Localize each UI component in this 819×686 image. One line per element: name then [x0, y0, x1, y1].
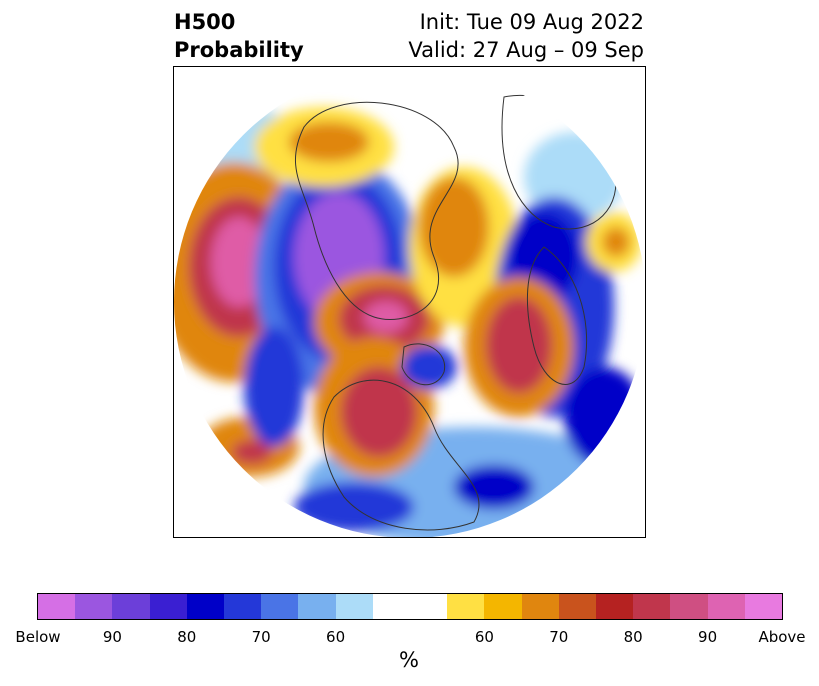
forecast-dates: Init: Tue 09 Aug 2022 Valid: 27 Aug – 09…: [408, 8, 644, 64]
colorbar-cell: [112, 594, 150, 619]
colorbar-cell: [75, 594, 113, 619]
colorbar-tick-label: Above: [758, 628, 806, 646]
colorbar-cell: [372, 594, 411, 619]
colorbar-tick-label: 80: [623, 628, 643, 646]
colorbar-cell: [224, 594, 262, 619]
colorbar-tick-label: 80: [177, 628, 197, 646]
colorbar-unit-label: %: [399, 648, 419, 672]
colorbar-tick-label: 70: [549, 628, 569, 646]
colorbar-cell: [670, 594, 708, 619]
colorbar-cell: [744, 594, 783, 619]
colorbar-cell: [410, 594, 448, 619]
colorbar-cell: [261, 594, 299, 619]
colorbar-tick-label: 90: [698, 628, 718, 646]
colorbar-cell: [298, 594, 336, 619]
valid-dates: Valid: 27 Aug – 09 Sep: [408, 38, 644, 62]
colorbar-cell: [633, 594, 671, 619]
colorbar-cell: [484, 594, 522, 619]
colorbar-cell: [38, 594, 76, 619]
colorbar-cell: [596, 594, 634, 619]
colorbar-tick-label: 90: [102, 628, 122, 646]
colorbar-cell: [558, 594, 597, 619]
colorbar: [37, 593, 783, 620]
colorbar-tick-label: 60: [474, 628, 494, 646]
probability-field: [174, 67, 645, 537]
colorbar-cell: [335, 594, 373, 619]
probability-map: [173, 66, 646, 538]
map-svg: [174, 67, 645, 537]
colorbar-tick-label: 70: [251, 628, 271, 646]
colorbar-cell: [707, 594, 745, 619]
title-line-2: Probability: [174, 38, 304, 62]
colorbar-cell: [186, 594, 225, 619]
colorbar-cell: [447, 594, 485, 619]
colorbar-cell: [521, 594, 559, 619]
title-line-1: H500: [174, 10, 236, 34]
colorbar-tick-label: 60: [326, 628, 346, 646]
colorbar-tick-label: Below: [15, 628, 61, 646]
map-title: H500 Probability: [174, 8, 304, 64]
init-date: Init: Tue 09 Aug 2022: [419, 10, 644, 34]
colorbar-cell: [149, 594, 187, 619]
